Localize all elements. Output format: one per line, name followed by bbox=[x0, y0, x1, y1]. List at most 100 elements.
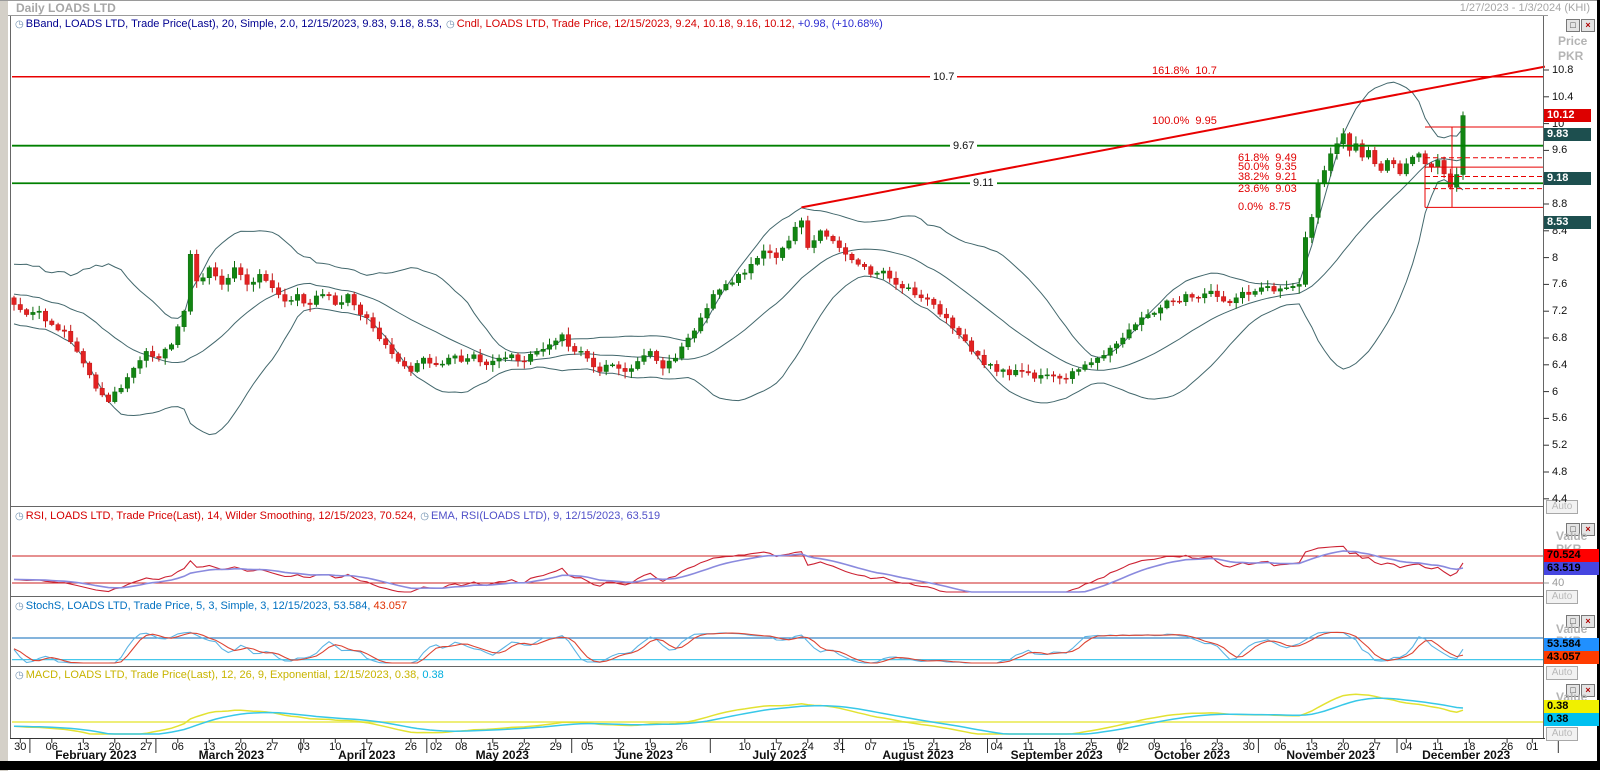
stoch-axis-title: Value bbox=[1556, 622, 1588, 636]
macd-legend: ◷ MACD, LOADS LTD, Trade Price(Last), 12,… bbox=[14, 669, 444, 682]
main-chart-legend: ◷ BBand, LOADS LTD, Trade Price(Last), 20… bbox=[14, 18, 883, 31]
price-tick-label: 6 bbox=[1552, 385, 1559, 398]
date-tick-label: 17 bbox=[770, 741, 783, 753]
fib-level-label: 161.8% 10.7 bbox=[1152, 64, 1217, 77]
price-tick-label: 9.6 bbox=[1552, 144, 1568, 157]
date-tick-label: 23 bbox=[1211, 741, 1224, 753]
stoch-value-badge: 43.057 bbox=[1544, 651, 1599, 664]
level-label: 10.7 bbox=[930, 70, 958, 83]
date-tick-label: 26 bbox=[1500, 741, 1514, 753]
restore-button[interactable]: □ bbox=[1566, 615, 1580, 628]
macd-signal-value: 0.38 bbox=[422, 669, 444, 681]
price-tick-label: 8 bbox=[1552, 251, 1559, 264]
date-tick-label: 02 bbox=[1116, 741, 1129, 753]
restore-button[interactable]: □ bbox=[1566, 523, 1580, 536]
close-icon[interactable]: × bbox=[1581, 19, 1595, 32]
price-tick-label: 5.2 bbox=[1552, 439, 1568, 452]
titlebar-divider bbox=[8, 15, 1548, 16]
date-tick-label: 13 bbox=[1305, 741, 1318, 753]
date-tick-label: 10 bbox=[738, 741, 751, 753]
month-label: April 2023 bbox=[338, 748, 396, 762]
price-tick-label: 4.4 bbox=[1552, 492, 1568, 505]
date-tick-label: 09 bbox=[1148, 741, 1161, 753]
fib-level-label: 61.8% 9.49 bbox=[1238, 151, 1297, 164]
change-legend-text: +0.98, (+10.68%) bbox=[797, 18, 883, 30]
clock-icon: ◷ bbox=[15, 670, 24, 681]
date-tick-label: 05 bbox=[581, 741, 594, 753]
rsi-legend-text[interactable]: RSI, LOADS LTD, Trade Price(Last), 14, W… bbox=[25, 510, 417, 522]
month-label: November 2023 bbox=[1286, 748, 1376, 762]
price-axis-unit: PKR bbox=[1558, 49, 1584, 63]
date-tick-label: 15 bbox=[486, 741, 499, 753]
month-label: June 2023 bbox=[614, 748, 674, 762]
month-label: March 2023 bbox=[198, 748, 265, 762]
bband-legend-text[interactable]: BBand, LOADS LTD, Trade Price(Last), 20,… bbox=[25, 18, 442, 30]
date-tick-label: 11 bbox=[1022, 741, 1035, 753]
date-tick-label: 10 bbox=[329, 741, 342, 753]
date-tick-label: 30 bbox=[14, 741, 27, 753]
month-label: December 2023 bbox=[1422, 748, 1511, 762]
month-label: May 2023 bbox=[475, 748, 529, 762]
price-tick-label: 7.2 bbox=[1552, 305, 1568, 318]
restore-button[interactable]: □ bbox=[1566, 684, 1580, 697]
stoch-value-badge: 53.584 bbox=[1544, 638, 1599, 651]
date-tick-label: 29 bbox=[549, 741, 562, 753]
date-tick-label: 06 bbox=[1274, 741, 1287, 753]
macd-value-badge: 0.38 bbox=[1544, 700, 1599, 713]
clock-icon: ◷ bbox=[15, 601, 24, 612]
close-icon[interactable]: × bbox=[1581, 615, 1595, 628]
macd-legend-text[interactable]: MACD, LOADS LTD, Trade Price(Last), 12, … bbox=[25, 669, 420, 681]
date-tick-label: 12 bbox=[612, 741, 625, 753]
bottom-border bbox=[0, 761, 1600, 770]
main-auto-scale-button[interactable]: Auto bbox=[1546, 500, 1578, 514]
month-label: August 2023 bbox=[882, 748, 954, 762]
date-tick-label: 11 bbox=[1432, 741, 1444, 753]
rsi-legend: ◷ RSI, LOADS LTD, Trade Price(Last), 14, … bbox=[14, 510, 660, 523]
date-tick-label: 01 bbox=[1526, 741, 1539, 753]
level-label: 9.11 bbox=[970, 177, 997, 190]
date-tick-label: 27 bbox=[1368, 741, 1381, 753]
rsi-value-badge: 70.524 bbox=[1544, 549, 1599, 562]
macd-auto-scale-button[interactable]: Auto bbox=[1546, 727, 1578, 741]
restore-button[interactable]: □ bbox=[1566, 19, 1580, 32]
date-tick-label: 13 bbox=[203, 741, 216, 753]
rsi-auto-scale-button[interactable]: Auto bbox=[1546, 590, 1578, 604]
date-tick-label: 17 bbox=[360, 741, 373, 753]
date-tick-label: 15 bbox=[902, 741, 915, 753]
close-icon[interactable]: × bbox=[1581, 684, 1595, 697]
price-tick-label: 10.4 bbox=[1552, 90, 1574, 103]
close-icon[interactable]: × bbox=[1581, 523, 1595, 536]
price-tick-label: 10.8 bbox=[1552, 64, 1574, 76]
fib-level-label: 0.0% 8.75 bbox=[1238, 201, 1291, 214]
macd-value-badge: 0.38 bbox=[1544, 713, 1599, 726]
date-tick-label: 26 bbox=[675, 741, 688, 753]
window-title: Daily LOADS LTD bbox=[16, 1, 116, 15]
price-badge: 10.12 bbox=[1544, 109, 1591, 123]
price-tick-label: 6.4 bbox=[1552, 358, 1568, 371]
date-tick-label: 04 bbox=[1400, 741, 1413, 753]
month-label: September 2023 bbox=[1010, 748, 1103, 762]
date-tick-label: 22 bbox=[518, 741, 531, 753]
date-tick-label: 25 bbox=[1085, 741, 1098, 753]
stoch-legend-text[interactable]: StochS, LOADS LTD, Trade Price, 5, 3, Si… bbox=[25, 600, 371, 612]
date-tick-label: 03 bbox=[297, 741, 310, 753]
date-tick-label: 20 bbox=[1337, 741, 1350, 753]
date-tick-label: 19 bbox=[644, 741, 657, 753]
clock-icon: ◷ bbox=[446, 19, 455, 30]
month-label: October 2023 bbox=[1154, 748, 1231, 762]
candle-legend-text[interactable]: Cndl, LOADS LTD, Trade Price, 12/15/2023… bbox=[456, 18, 795, 30]
price-tick-label: 6.8 bbox=[1552, 332, 1568, 344]
rsi-value-badge: 63.519 bbox=[1544, 562, 1599, 575]
date-tick-label: 06 bbox=[45, 741, 58, 753]
fib-level-label: 38.2% 9.21 bbox=[1238, 170, 1297, 183]
rsi-ema-legend-text[interactable]: EMA, RSI(LOADS LTD), 9, 12/15/2023, 63.5… bbox=[431, 510, 661, 522]
clock-icon: ◷ bbox=[15, 19, 24, 30]
stoch-auto-scale-button[interactable]: Auto bbox=[1546, 666, 1578, 680]
date-tick-label: 18 bbox=[1053, 741, 1066, 753]
stoch-d-value: 43.057 bbox=[373, 600, 408, 612]
clock-icon: ◷ bbox=[420, 511, 430, 522]
fib-level-label: 50.0% 9.35 bbox=[1238, 161, 1297, 174]
month-label: July 2023 bbox=[752, 748, 807, 762]
